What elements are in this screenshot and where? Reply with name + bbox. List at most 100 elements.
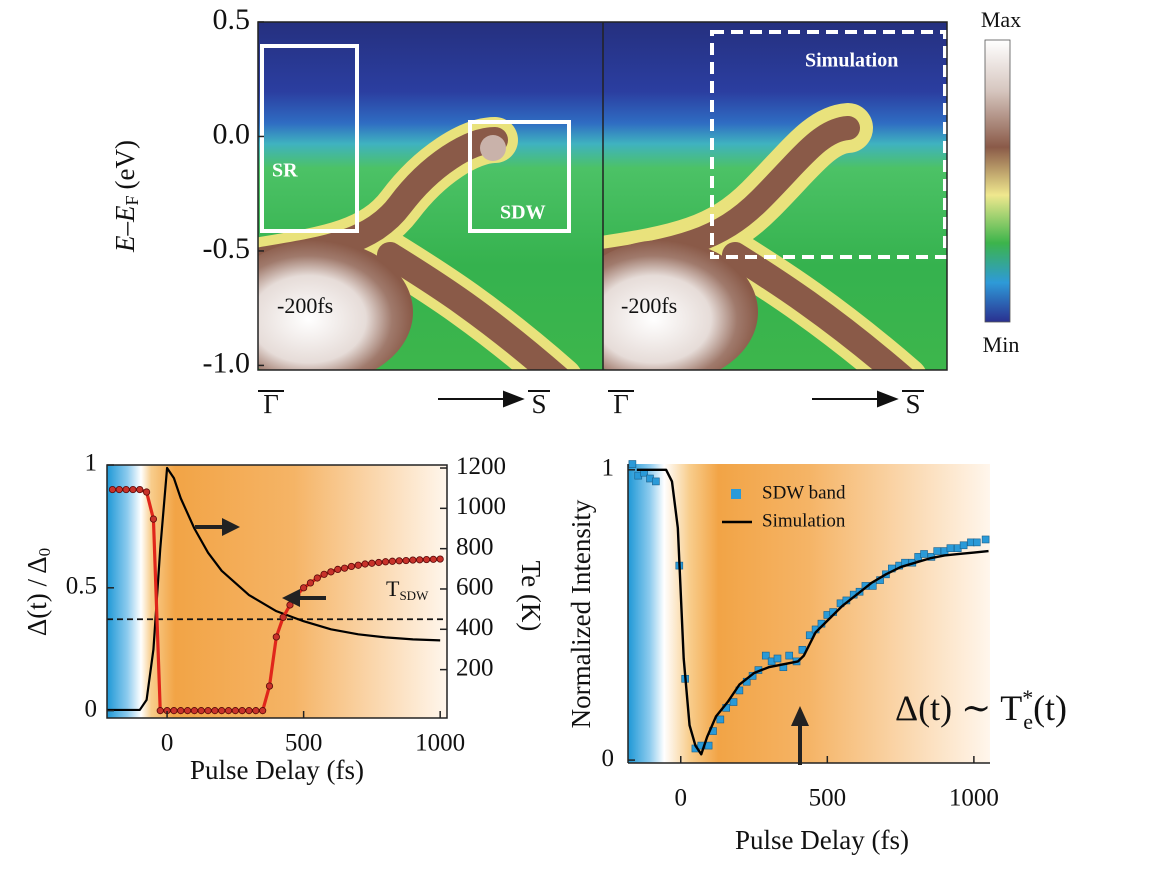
y2-axis-label: Te (K) [516,561,546,632]
marker [245,707,253,715]
marker [981,535,990,544]
marker [136,485,144,494]
y-tick-label: -1.0 [203,346,251,379]
arrows [195,518,326,607]
colorbar-max: Max [981,7,1021,32]
marker [422,555,431,564]
x-axis-label: S [905,389,920,419]
marker [773,654,782,663]
ann-sup: * [1022,685,1033,710]
annotation: Δ(t) ∼ T* e(t) [895,685,1067,734]
marker [279,613,287,621]
x-axis-label: S [531,389,546,419]
marker [313,574,321,582]
marker [156,707,164,715]
marker [265,682,274,690]
y-tick-label: 0 [85,695,98,722]
marker [231,707,239,715]
plot-frame [106,464,448,719]
marker [436,555,444,563]
marker [652,477,660,486]
marker [197,707,205,715]
marker [416,556,424,564]
marker [300,584,308,592]
marker [402,556,410,565]
y2-tick-label: 1200 [456,453,506,480]
x-tick-label: 0 [161,730,174,757]
marker [395,557,403,565]
marker [252,707,260,715]
x-axis-label: Pulse Delay (fs) [735,825,909,855]
marker [122,485,130,494]
heatmap-panel [258,22,603,370]
y-tick-label: -0.5 [203,232,251,265]
y-tick-label: 1 [85,450,98,477]
marker [204,707,212,715]
y2-tick-label: 600 [456,574,494,601]
marker [946,544,955,552]
marker [429,555,437,563]
y-tick-label: 0.5 [66,573,97,600]
marker [340,564,349,572]
y-axis-label: Δ(t) / Δ0 [22,548,54,636]
chart-delta: TSDW [107,466,447,715]
marker [729,698,738,706]
arrow [791,706,809,765]
y-tick-label: 0 [602,745,615,772]
annotation: -200fs [621,293,677,318]
marker [211,707,219,715]
chart-intensity [628,460,990,756]
x-tick-label: 500 [285,730,323,757]
marker [334,565,342,573]
colorbar [984,39,1011,323]
marker [959,541,968,550]
marker [149,515,158,523]
annotation: SDW [500,202,546,224]
marker [108,485,117,494]
y2-tick-label: 200 [456,654,494,681]
marker [381,558,390,566]
x-axis-label: Pulse Delay (fs) [190,755,364,785]
y2-tick-label: 1000 [456,493,506,520]
marker [177,707,185,715]
line [636,468,989,756]
marker [327,568,335,576]
label-sub: F [122,195,142,205]
label-part: Δ(t) / Δ [22,556,52,636]
x-tick-label: 1000 [415,730,465,757]
marker [920,550,928,558]
marker [388,557,396,565]
y-axis-label: E–EF (eV) [110,140,142,253]
y-tick-label: 1 [602,455,615,482]
marker [375,558,383,567]
marker [272,633,280,641]
marker [259,707,267,715]
y2-tick-label: 800 [456,533,494,560]
heatmap-panel [603,22,947,370]
sim-box [710,30,947,259]
label-sub: 0 [35,548,54,557]
marker [716,715,725,724]
y-tick-label: 0.0 [213,117,251,150]
marker [785,651,794,660]
x-tick-label: 0 [675,785,688,812]
x-tick-label: 500 [809,785,847,812]
marker [409,556,417,564]
marker [761,651,770,660]
legend-label: Simulation [762,510,846,531]
marker [306,579,315,587]
legend-marker [731,489,741,499]
annotation: SR [272,160,298,182]
marker [361,560,369,568]
sdw-box [468,120,571,233]
colorbar-min: Min [983,332,1020,357]
marker [170,707,178,715]
x-axis-label: Γ [263,389,279,419]
label-sub: SDW [399,588,429,603]
marker [320,570,328,578]
ann-sub: e [1023,709,1033,734]
marker [142,488,151,496]
blob [603,240,758,370]
label-part: E–E [110,205,140,253]
